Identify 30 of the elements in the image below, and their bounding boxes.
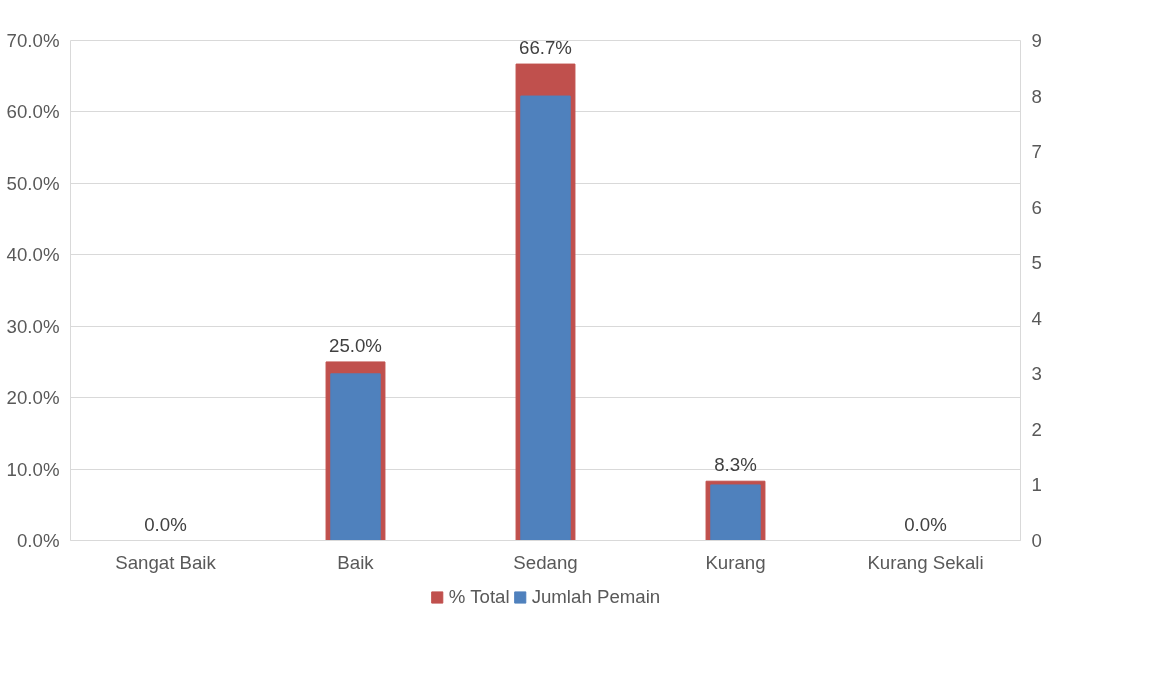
data-label: 8.3% bbox=[714, 454, 757, 476]
data-label: 66.7% bbox=[519, 37, 572, 59]
y2-tick-label: 5 bbox=[1031, 252, 1042, 274]
y-tick-label: 70.0% bbox=[6, 30, 60, 51]
x-tick-label: Kurang Sekali bbox=[867, 551, 984, 573]
y2-tick-label: 8 bbox=[1031, 85, 1042, 107]
y-tick-label: 30.0% bbox=[6, 315, 60, 337]
y2-tick-label: 0 bbox=[1031, 530, 1042, 551]
y2-tick-label: 7 bbox=[1031, 141, 1042, 163]
y-tick-label: 40.0% bbox=[6, 244, 60, 266]
y2-tick-label: 3 bbox=[1031, 363, 1042, 385]
x-tick-label: Baik bbox=[337, 551, 375, 573]
y2-tick-label: 1 bbox=[1031, 474, 1042, 496]
legend-label: Jumlah Pemain bbox=[531, 586, 661, 608]
y2-tick-label: 2 bbox=[1031, 418, 1042, 440]
y2-tick-label: 4 bbox=[1031, 307, 1042, 329]
data-label: 0.0% bbox=[904, 513, 947, 535]
data-label: 25.0% bbox=[329, 334, 382, 356]
x-tick-label: Sangat Baik bbox=[115, 551, 217, 573]
y-tick-label: 60.0% bbox=[6, 101, 60, 123]
x-tick-label: Kurang bbox=[705, 551, 766, 573]
y-tick-label: 50.0% bbox=[6, 172, 60, 194]
y2-tick-label: 6 bbox=[1031, 196, 1042, 218]
data-label: 0.0% bbox=[144, 513, 187, 535]
y2-tick-label: 9 bbox=[1031, 30, 1042, 51]
y-tick-label: 20.0% bbox=[6, 387, 60, 409]
y-tick-label: 10.0% bbox=[6, 458, 60, 480]
y-tick-label: 0.0% bbox=[16, 530, 60, 551]
x-tick-label: Sedang bbox=[513, 551, 578, 573]
legend-label: % Total bbox=[448, 586, 510, 608]
